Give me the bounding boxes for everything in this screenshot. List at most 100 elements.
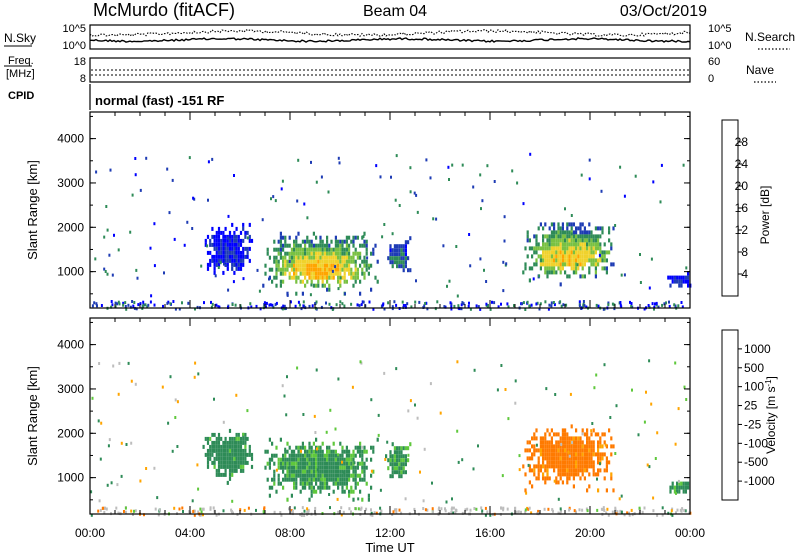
vel-echo-cell (356, 461, 359, 466)
power-scatter-cell (339, 276, 342, 280)
vel-echo-cell (581, 460, 584, 465)
vel-echo-cell (288, 461, 291, 466)
power-echo-cell (559, 258, 562, 263)
vel-echo-cell (317, 465, 320, 470)
vel-echo-cell (286, 473, 289, 478)
vel-echo-cell (334, 473, 337, 478)
power-ground-cell (282, 304, 285, 308)
vel-echo-cell (215, 444, 218, 449)
power-echo-cell (531, 254, 534, 259)
power-echo-cell (555, 262, 558, 267)
vel-echo-cell (306, 481, 309, 486)
power-ground-cell (314, 302, 317, 306)
vel-scatter-cell (591, 422, 594, 425)
power-echo-cell (332, 259, 335, 264)
power-echo-cell (323, 259, 326, 264)
vel-scatter-cell (106, 483, 109, 487)
vel-ground-cell (291, 509, 294, 513)
vel-echo-cell (361, 449, 364, 454)
power-scatter-cell (270, 197, 272, 201)
vel-echo-cell (295, 453, 298, 458)
vel-echo-cell (321, 481, 324, 486)
power-echo-cell (553, 266, 556, 271)
power-echo-cell (275, 275, 278, 280)
power-ground-cell (311, 304, 314, 308)
vel-scatter-cell (518, 454, 521, 458)
vel-echo-cell (233, 468, 236, 473)
vel-echo-cell (306, 477, 309, 482)
vel-echo-cell (271, 485, 274, 490)
power-echo-cell (535, 250, 538, 255)
vel-echo-cell (206, 456, 210, 461)
power-colorbar-tick: 28 (735, 135, 749, 149)
vel-ground-cell (643, 506, 646, 510)
vel-echo-cell (404, 458, 407, 463)
vel-scatter-cell (110, 481, 113, 485)
vel-echo-cell (542, 464, 545, 469)
power-scatter-cell (503, 239, 506, 243)
vel-echo-cell (354, 469, 357, 474)
vel-echo-cell (334, 449, 337, 454)
vel-echo-cell (213, 460, 216, 465)
power-ytick-label: 1000 (57, 265, 84, 279)
vel-echo-cell (268, 461, 271, 466)
power-echo-cell (603, 266, 606, 271)
vel-echo-cell (339, 473, 342, 478)
vel-ground-cell (392, 510, 395, 514)
power-ground-cell (469, 307, 472, 311)
vel-ground-cell (426, 508, 429, 512)
power-echo-cell (610, 242, 613, 247)
vel-echo-cell (326, 449, 329, 454)
power-echo-cell (407, 240, 410, 245)
power-echo-cell (279, 239, 282, 244)
vel-echo-cell (304, 465, 307, 470)
power-echo-cell (321, 279, 324, 284)
power-scatter-cell (660, 163, 663, 167)
power-ground-cell (298, 303, 301, 307)
vel-scatter-cell (316, 468, 319, 472)
power-echo-cell (550, 254, 553, 259)
power-ground-cell (668, 300, 670, 304)
vel-ground-cell (652, 509, 655, 513)
vel-echo-cell (555, 452, 558, 457)
vel-echo-cell (592, 428, 595, 433)
vel-echo-cell (299, 473, 302, 478)
power-echo-cell (583, 226, 586, 231)
vel-scatter-cell (383, 371, 386, 375)
power-scatter-cell (448, 178, 450, 181)
power-ground-cell (461, 301, 464, 305)
vel-echo-cell (352, 453, 355, 458)
vel-echo-cell (235, 444, 238, 449)
vel-ground-cell (559, 511, 562, 515)
power-echo-cell (557, 222, 560, 227)
power-echo-cell (321, 267, 324, 272)
vel-echo-cell (372, 445, 375, 450)
power-echo-cell (546, 262, 549, 267)
vel-ground-cell (134, 509, 137, 513)
power-scatter-cell (219, 261, 222, 265)
power-scatter-cell (281, 179, 284, 183)
power-ground-cell (203, 301, 205, 305)
vel-echo-cell (393, 446, 396, 451)
power-scatter-cell (381, 235, 384, 239)
power-ground-cell (538, 307, 541, 311)
vel-echo-cell (680, 485, 683, 490)
power-echo-cell (557, 230, 560, 235)
power-echo-cell (555, 254, 558, 259)
vel-echo-cell (290, 465, 293, 470)
vel-echo-cell (559, 468, 562, 473)
power-scatter-cell (288, 260, 291, 263)
vel-echo-cell (539, 440, 542, 445)
vel-echo-cell (559, 452, 562, 457)
power-echo-cell (233, 270, 236, 275)
power-echo-cell (404, 260, 407, 265)
vel-echo-cell (348, 473, 351, 478)
vel-echo-cell (273, 477, 276, 482)
power-echo-cell (275, 267, 278, 272)
power-echo-cell (535, 262, 538, 267)
vel-echo-cell (539, 448, 542, 453)
power-ground-cell (142, 300, 145, 304)
vel-echo-cell (211, 444, 214, 449)
power-ground-cell (595, 303, 598, 307)
vel-echo-cell (572, 464, 575, 469)
